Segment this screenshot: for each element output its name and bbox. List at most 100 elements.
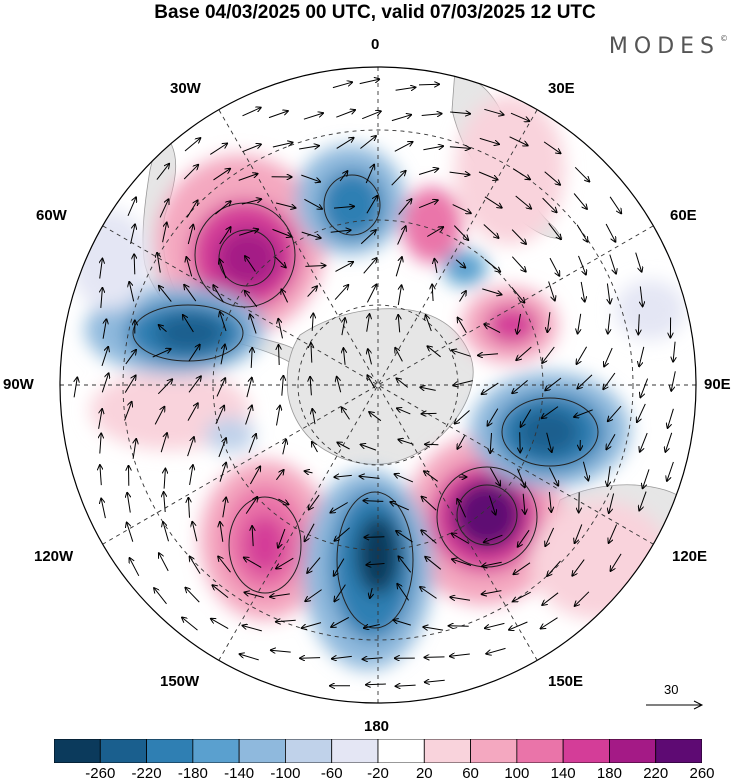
- wind-vector: [222, 498, 226, 518]
- wind-vector: [342, 408, 350, 420]
- wind-vector: [420, 587, 437, 599]
- wind-vector: [272, 228, 292, 236]
- wind-vector: [268, 111, 288, 119]
- wind-vector: [509, 621, 528, 630]
- wind-vector: [159, 199, 168, 218]
- wind-vector: [452, 350, 471, 357]
- wind-vector: [449, 147, 470, 149]
- wind-vector: [220, 312, 227, 332]
- wind-vector: [337, 377, 342, 393]
- wind-vector: [577, 374, 593, 389]
- colorbar-tick-label: -60: [320, 765, 343, 782]
- wind-vector: [518, 529, 530, 547]
- wind-vector: [240, 654, 259, 661]
- colorbar-swatch: [99, 739, 147, 763]
- wind-vector: [270, 594, 290, 597]
- wind-vector: [186, 257, 193, 277]
- colorbar-tick-label: 180: [596, 765, 622, 782]
- wind-vector: [337, 443, 350, 450]
- wind-vector: [608, 405, 622, 421]
- wind-vector: [275, 470, 283, 481]
- wind-vector: [124, 376, 135, 393]
- wind-vector: [516, 346, 532, 360]
- wind-vector: [275, 256, 285, 267]
- wind-vector: [312, 442, 318, 453]
- colorbar-tick-label: 260: [689, 765, 715, 782]
- wind-vector: [458, 318, 467, 334]
- wind-vector: [397, 584, 410, 601]
- wind-vector: [547, 312, 550, 332]
- wind-vector: [579, 492, 580, 512]
- wind-vector: [515, 195, 531, 209]
- colorbar-tick-label: 60: [462, 765, 479, 782]
- wind-vector: [575, 591, 590, 606]
- wind-vector: [396, 685, 416, 686]
- wind-vector: [421, 530, 437, 544]
- wind-vector: [425, 444, 439, 445]
- lon-label-30e: 30E: [548, 80, 575, 97]
- wind-vector: [309, 494, 320, 509]
- wind-vector: [490, 432, 491, 453]
- wind-vector: [360, 476, 380, 478]
- wind-vector: [453, 380, 473, 386]
- wind-vector: [396, 531, 413, 543]
- colorbar-swatch: [516, 739, 564, 763]
- wind-vector: [245, 497, 257, 514]
- wind-vector: [667, 461, 674, 481]
- lon-label-150e: 150E: [548, 673, 584, 690]
- wind-vector: [367, 375, 376, 389]
- wind-vector: [159, 286, 172, 302]
- wind-vector: [336, 138, 354, 149]
- lon-label-120e: 120E: [672, 548, 708, 565]
- registered-mark: ©: [720, 34, 728, 43]
- wind-vector: [184, 285, 197, 302]
- lon-label-150w: 150W: [160, 673, 200, 690]
- wind-vector: [215, 201, 230, 215]
- wind-vector: [607, 466, 610, 486]
- wind-vector: [188, 376, 201, 393]
- wind-vector: [546, 432, 552, 452]
- wind-vector: [245, 256, 256, 272]
- wind-vector: [304, 198, 322, 209]
- wind-vector: [434, 259, 437, 273]
- wind-vector: [582, 461, 588, 481]
- lon-label-120w: 120W: [34, 548, 74, 565]
- wind-vector: [638, 314, 639, 334]
- wind-vector: [521, 409, 532, 427]
- wind-vector: [542, 406, 559, 419]
- wind-vector: [187, 225, 193, 245]
- wind-vector: [127, 523, 134, 542]
- wind-vector: [275, 202, 295, 208]
- map-border: [59, 66, 697, 704]
- wind-vector: [432, 285, 433, 302]
- wind-vector: [331, 616, 350, 627]
- wind-vector: [342, 318, 345, 336]
- wind-vector: [305, 523, 315, 542]
- wind-vector: [573, 193, 587, 209]
- wind-vector: [162, 223, 167, 243]
- wind-vector: [635, 252, 642, 272]
- wind-vector: [485, 622, 505, 628]
- wind-vector: [272, 143, 293, 148]
- wind-vector: [334, 475, 352, 477]
- wind-vector: [216, 378, 225, 397]
- wind-vector: [523, 493, 525, 514]
- wind-vector: [163, 522, 169, 542]
- colorbar-tick-label: -180: [177, 765, 208, 782]
- wind-vector: [394, 142, 413, 152]
- wind-vector: [245, 406, 252, 425]
- wind-vector: [609, 493, 615, 513]
- wind-vector: [250, 315, 257, 334]
- colorbar-swatch: [609, 739, 657, 763]
- wind-vector: [580, 281, 585, 302]
- wind-vector: [241, 199, 261, 205]
- wind-vector: [366, 196, 377, 214]
- wind-vector: [606, 434, 616, 449]
- wind-vector: [278, 498, 288, 504]
- wind-vector: [457, 435, 466, 449]
- wind-vector: [422, 497, 437, 511]
- wind-vector: [611, 553, 622, 571]
- lon-label-90w: 90W: [3, 376, 34, 393]
- wind-vector: [482, 382, 499, 394]
